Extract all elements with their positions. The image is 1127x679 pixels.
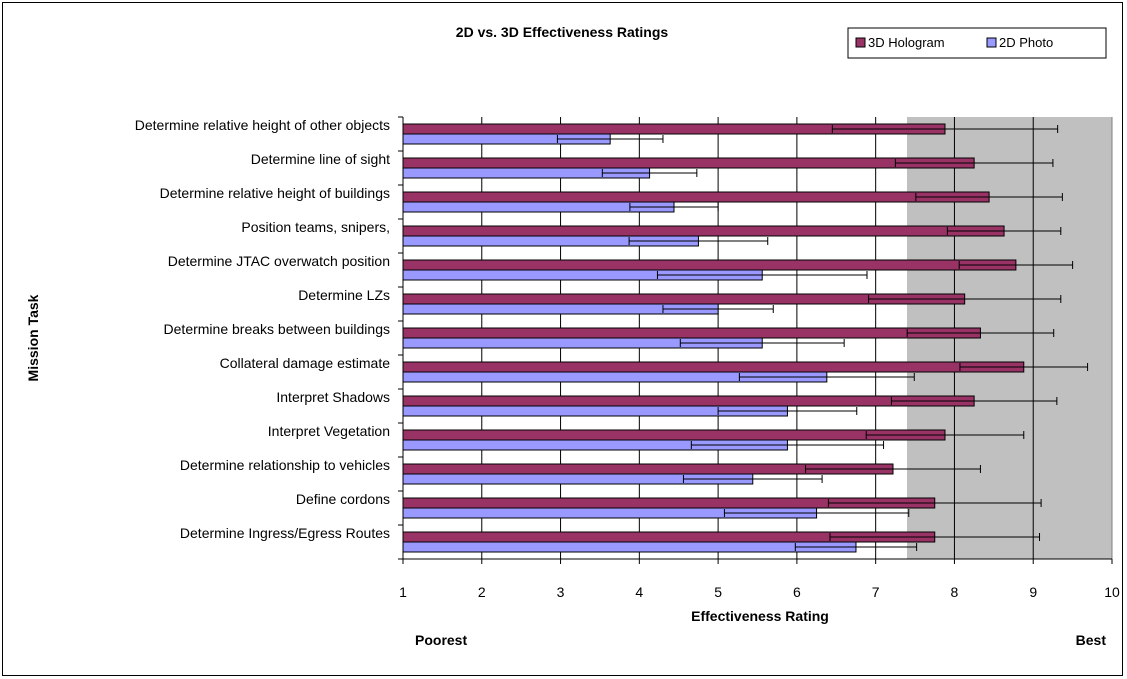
x-tick-label-8: 8	[951, 584, 959, 600]
bar-3d-hologram	[402, 157, 975, 169]
bar-2d-photo	[402, 541, 857, 553]
category-label: Determine LZs	[298, 287, 390, 303]
bar-3d-hologram	[402, 395, 975, 407]
category-label: Define cordons	[296, 491, 390, 507]
x-tick-label-6: 6	[793, 584, 801, 600]
bar-3d-hologram	[402, 327, 981, 339]
x-axis-title: Effectiveness Rating	[691, 608, 829, 624]
bars	[402, 123, 1025, 553]
category-label: Determine relationship to vehicles	[180, 457, 390, 473]
x-axis-left-label: Poorest	[415, 632, 467, 648]
legend-label-3d-hologram: 3D Hologram	[868, 35, 945, 50]
x-tick-label-9: 9	[1029, 584, 1037, 600]
x-tick-label-7: 7	[872, 584, 880, 600]
category-label: Collateral damage estimate	[220, 355, 391, 371]
x-tick-label-5: 5	[714, 584, 722, 600]
legend: 3D Hologram 2D Photo	[847, 27, 1107, 59]
chart-title: 2D vs. 3D Effectiveness Ratings	[456, 24, 669, 40]
legend-label-2d-photo: 2D Photo	[999, 35, 1053, 50]
x-tick-label-2: 2	[478, 584, 486, 600]
legend-swatch-2d-photo	[986, 37, 997, 48]
bar-3d-hologram	[402, 429, 946, 441]
category-label: Determine relative height of buildings	[160, 185, 390, 201]
bar-3d-hologram	[402, 259, 1017, 271]
category-labels: Determine relative height of other objec…	[135, 117, 390, 541]
x-axis-ticks: 1 2 3 4 5 6 7 8 9 10	[399, 559, 1120, 600]
category-label: Determine breaks between buildings	[164, 321, 390, 337]
bar-3d-hologram	[402, 191, 990, 203]
category-label: Determine Ingress/Egress Routes	[180, 525, 390, 541]
x-axis-right-label: Best	[1076, 632, 1107, 648]
legend-swatch-3d-hologram	[855, 37, 866, 48]
bar-3d-hologram	[402, 225, 1005, 237]
y-axis-title: Mission Task	[25, 294, 41, 381]
category-label: Determine line of sight	[251, 151, 390, 167]
category-label: Position teams, snipers,	[241, 219, 390, 235]
x-tick-label-4: 4	[635, 584, 643, 600]
category-label: Interpret Shadows	[276, 389, 390, 405]
x-tick-label-3: 3	[557, 584, 565, 600]
error-bars	[556, 125, 1089, 551]
legend-box	[847, 27, 1107, 59]
category-label: Determine JTAC overwatch position	[168, 253, 390, 269]
bar-3d-hologram	[402, 361, 1025, 373]
category-label: Interpret Vegetation	[268, 423, 390, 439]
x-tick-label-10: 10	[1104, 584, 1120, 600]
x-tick-label-1: 1	[399, 584, 407, 600]
category-label: Determine relative height of other objec…	[135, 117, 390, 133]
y-axis-ticks	[398, 116, 403, 560]
